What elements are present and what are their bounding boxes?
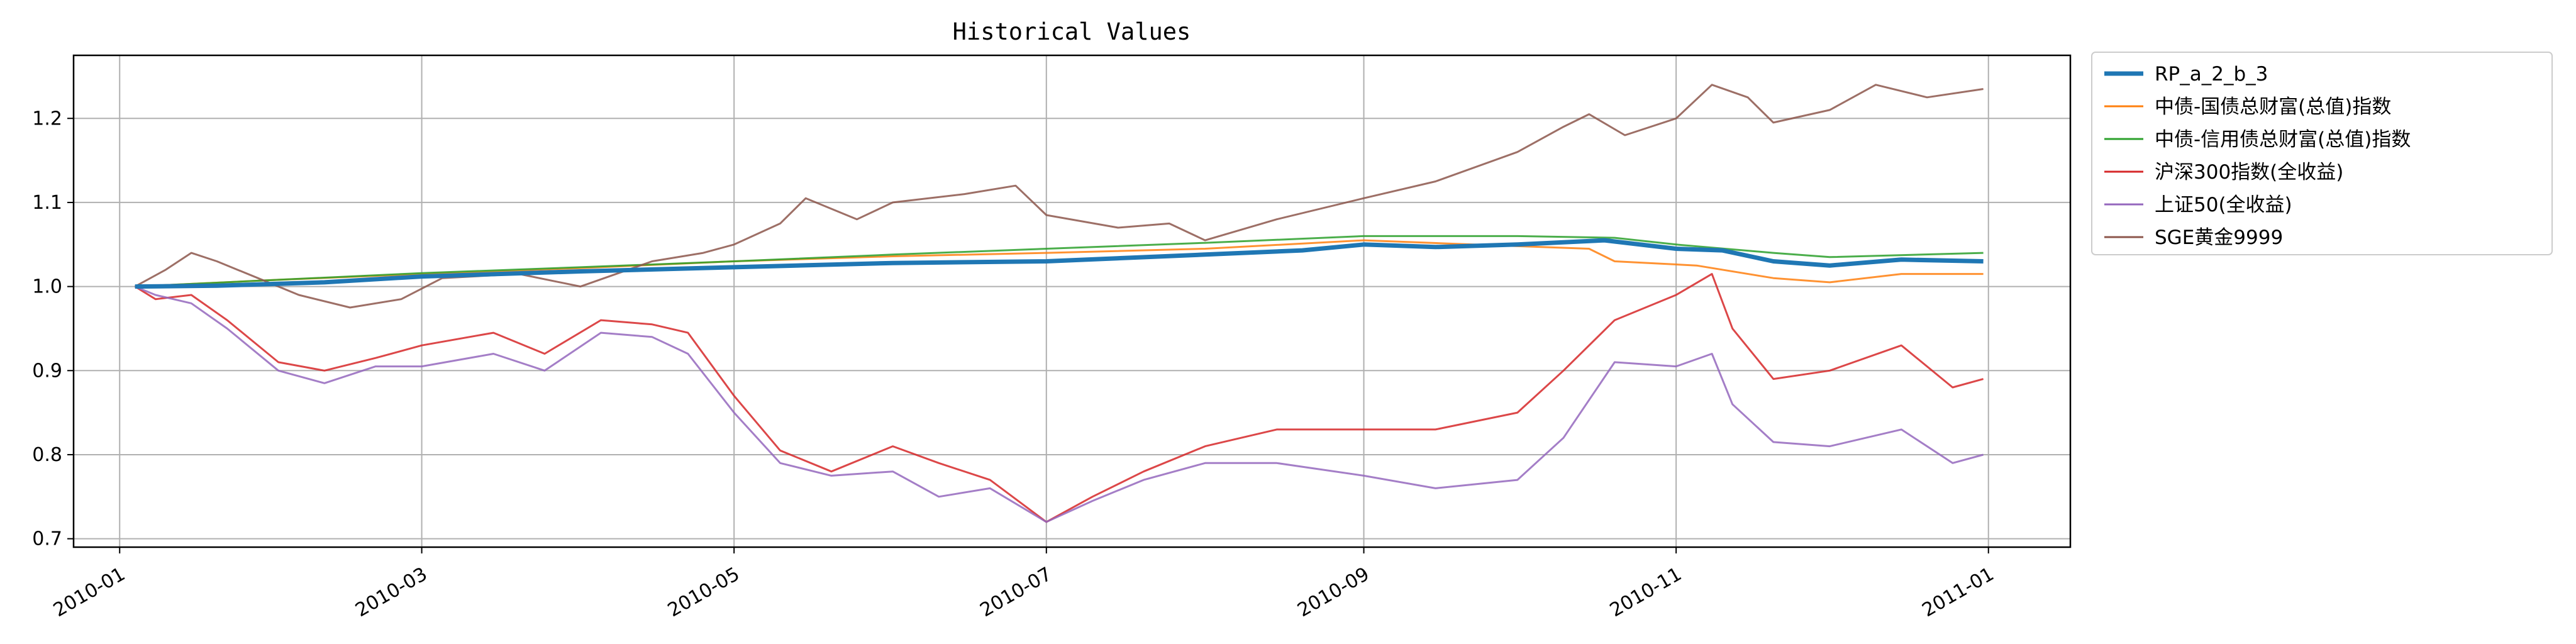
- y-axis: 0.7 0.8 0.9 1.0 1.1 1.2: [32, 108, 74, 550]
- grid-lines: [74, 55, 2070, 547]
- y-tick-label: 0.8: [32, 444, 62, 466]
- x-tick-label: 2010-05: [664, 563, 743, 621]
- x-tick-label: 2010-09: [1294, 563, 1373, 621]
- legend-label: SGE黄金9999: [2155, 226, 2283, 249]
- series-line: [135, 286, 1984, 523]
- x-tick-label: 2010-03: [352, 563, 431, 621]
- legend-label: 上证50(全收益): [2155, 194, 2292, 216]
- legend-box: [2091, 52, 2553, 255]
- chart-title: Historical Values: [953, 18, 1191, 45]
- series-layer: [134, 84, 1984, 523]
- legend-label: RP_a_2_b_3: [2155, 63, 2268, 86]
- series-line: [135, 238, 1984, 289]
- series-line: [134, 273, 1984, 523]
- legend-label: 中债-信用债总财富(总值)指数: [2155, 128, 2411, 151]
- y-tick-label: 0.9: [32, 360, 62, 382]
- y-tick-label: 1.0: [32, 276, 62, 298]
- legend: RP_a_2_b_3 中债-国债总财富(总值)指数中债-信用债总财富(总值)指数沪…: [2091, 52, 2553, 255]
- x-tick-label: 2010-07: [977, 563, 1056, 621]
- legend-label: 沪深300指数(全收益): [2155, 161, 2343, 184]
- x-tick-label: 2010-01: [50, 563, 129, 621]
- x-tick-label: 2010-11: [1606, 563, 1685, 621]
- series-line: [134, 84, 1984, 309]
- series-line: [135, 235, 1984, 288]
- plot-frame: [72, 54, 2072, 548]
- x-axis: 2010-01 2010-03 2010-05 2010-07 2010-09 2010-…: [50, 547, 1998, 621]
- y-tick-label: 1.2: [32, 108, 62, 130]
- y-tick-label: 0.7: [32, 528, 62, 550]
- y-tick-label: 1.1: [32, 192, 62, 214]
- x-tick-label: 2011-01: [1918, 563, 1997, 621]
- legend-label: 中债-国债总财富(总值)指数: [2155, 96, 2391, 118]
